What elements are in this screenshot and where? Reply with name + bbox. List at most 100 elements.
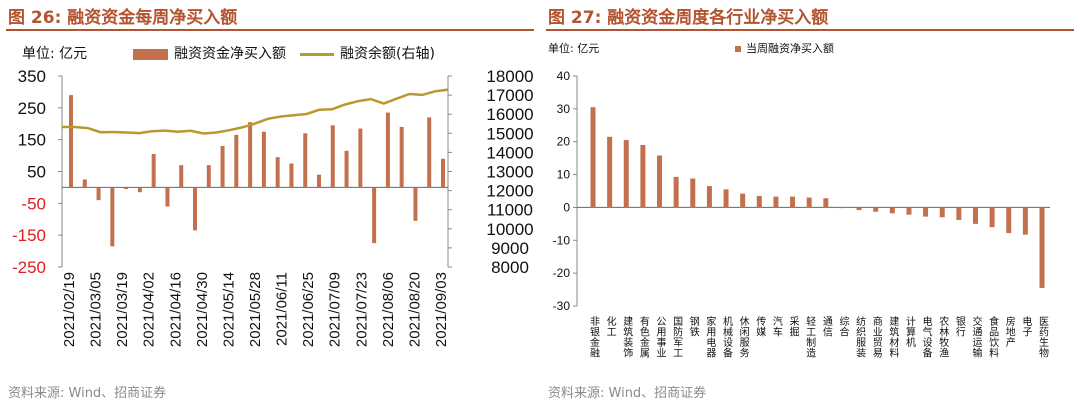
x-category-label: 有色金属 xyxy=(637,315,649,359)
y-tick-label: -30 xyxy=(553,299,571,313)
industry-bar xyxy=(657,155,663,208)
x-category-label: 采掘 xyxy=(787,316,799,338)
industry-bar xyxy=(1039,207,1045,288)
y2-tick-label: 14000 xyxy=(486,143,533,162)
industry-bar xyxy=(1022,207,1028,235)
x-tick-label: 2021/05/14 xyxy=(220,272,237,347)
x-tick-label: 2021/04/16 xyxy=(167,272,184,347)
y-tick-label: 20 xyxy=(557,135,571,149)
y-tick-label: -50 xyxy=(21,194,46,213)
y2-tick-label: 16000 xyxy=(486,105,533,124)
industry-bar xyxy=(756,195,762,208)
industry-bar xyxy=(1006,207,1012,234)
x-category-label: 农林牧渔 xyxy=(937,315,949,359)
x-category-label: 计算机 xyxy=(903,315,915,348)
y-tick-label: -150 xyxy=(12,226,46,245)
y-tick-label: 10 xyxy=(557,168,571,182)
net-buy-bar xyxy=(124,187,129,190)
y-tick-label: 40 xyxy=(557,69,571,83)
left-chart-panel: 图 26: 融资资金每周净买入额 单位: 亿元 融资资金净买入额 融资余额(右轴… xyxy=(6,8,534,401)
x-category-label: 休闲服务 xyxy=(737,316,749,359)
y2-tick-label: 12000 xyxy=(486,182,533,201)
industry-bar xyxy=(989,207,995,228)
net-buy-bar xyxy=(289,163,294,188)
industry-bar xyxy=(623,140,629,208)
figure-27-title: 图 27: 融资资金周度各行业净买入额 xyxy=(548,8,829,28)
industry-bar xyxy=(673,176,679,208)
balance-line xyxy=(62,88,449,135)
x-category-label: 非银金融 xyxy=(588,316,600,359)
x-category-label: 商业贸易 xyxy=(870,315,882,359)
x-category-label: 建筑材料 xyxy=(887,315,899,359)
x-category-label: 综合 xyxy=(837,315,849,338)
x-tick-label: 2021/02/19 xyxy=(61,272,78,347)
figure-26-title: 图 26: 融资资金每周净买入额 xyxy=(8,8,238,28)
legend-net-buy-label: 融资资金净买入额 xyxy=(174,46,286,62)
net-buy-bar xyxy=(165,187,170,207)
right-chart-panel: 图 27: 融资资金周度各行业净买入额 单位: 亿元 当周融资净买入额 40 30… xyxy=(540,0,1080,405)
y2-tick-label: 11000 xyxy=(487,201,533,220)
legend-balance: 融资余额(右轴) xyxy=(300,43,435,63)
y2-tick-label: 9000 xyxy=(491,239,529,258)
x-tick-label: 2021/04/02 xyxy=(141,272,158,347)
net-buy-bar xyxy=(427,117,432,188)
net-buy-bar xyxy=(151,153,156,188)
y-tick-label: 30 xyxy=(557,102,571,116)
net-buy-bar xyxy=(69,95,73,188)
net-buy-bar xyxy=(179,165,184,188)
x-category-label: 房地产 xyxy=(1003,315,1015,348)
x-category-label: 电子 xyxy=(1020,315,1032,337)
x-tick-label: 2021/03/05 xyxy=(88,272,105,347)
x-tick-label: 2021/06/25 xyxy=(300,272,317,347)
net-buy-bar xyxy=(82,179,87,188)
industry-bar xyxy=(806,197,812,208)
net-buy-bar xyxy=(317,174,321,188)
x-category-label: 食品饮料 xyxy=(987,315,999,359)
net-buy-bar xyxy=(385,112,390,188)
legend-line-swatch xyxy=(300,52,334,56)
net-buy-bar xyxy=(399,126,404,188)
source-note: 资料来源: Wind、招商证券 xyxy=(8,386,167,401)
industry-bar xyxy=(956,207,962,220)
x-category-label: 化工 xyxy=(604,315,616,337)
net-buy-bar xyxy=(413,187,418,221)
y-tick-label: -20 xyxy=(553,266,571,280)
industry-bar xyxy=(889,207,895,214)
industry-bar xyxy=(823,198,829,208)
net-buy-bar xyxy=(372,187,377,244)
x-tick-label: 2021/09/03 xyxy=(433,272,450,347)
x-category-label: 电气设备 xyxy=(920,315,932,359)
net-buy-bar xyxy=(206,165,211,188)
x-tick-label: 2021/07/23 xyxy=(353,272,370,347)
legend-bar-swatch xyxy=(133,48,168,60)
y-tick-label: 150 xyxy=(18,131,46,150)
x-tick-label: 2021/04/30 xyxy=(194,272,211,347)
x-category-label: 家用电器 xyxy=(704,315,716,359)
legend-swatch xyxy=(735,46,741,52)
legend-balance-label: 融资余额(右轴) xyxy=(340,46,435,62)
industry-bar xyxy=(640,145,646,208)
net-buy-bar xyxy=(248,122,253,188)
industry-bar xyxy=(740,193,746,208)
x-category-label: 公用事业 xyxy=(654,316,666,358)
source-note: 资料来源: Wind、招商证券 xyxy=(548,386,707,401)
legend-net-buy: 融资资金净买入额 xyxy=(133,43,286,63)
x-category-label: 汽车 xyxy=(770,315,782,338)
net-buy-bar xyxy=(358,128,363,188)
x-tick-label: 2021/06/11 xyxy=(274,272,291,346)
x-category-label: 交通运输 xyxy=(970,315,982,359)
y2-tick-label: 10000 xyxy=(486,220,533,239)
x-category-label: 钢铁 xyxy=(687,315,699,338)
net-buy-bar xyxy=(96,187,101,201)
y-tick-label: 50 xyxy=(27,163,46,182)
industry-bar xyxy=(790,196,796,208)
x-category-label: 建筑装饰 xyxy=(621,315,633,359)
net-buy-bar xyxy=(344,150,349,188)
y2-tick-label: 17000 xyxy=(486,86,533,105)
net-buy-bar xyxy=(330,125,335,188)
net-buy-bar xyxy=(220,146,225,188)
legend-label: 当周融资净买入额 xyxy=(746,42,834,55)
y-tick-label: 350 xyxy=(18,67,46,86)
industry-bar xyxy=(590,107,596,208)
y2-tick-label: 13000 xyxy=(486,163,533,182)
